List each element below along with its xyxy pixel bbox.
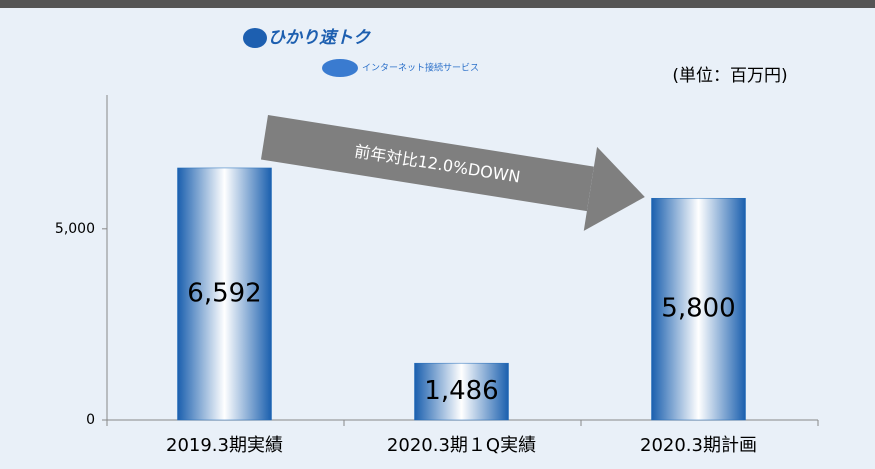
arrow-body [260, 115, 594, 212]
arrow-head [583, 146, 645, 231]
x-tick-label: 2020.3期計画 [640, 435, 757, 456]
logo-subtitle: インターネット接続サービス [362, 62, 479, 74]
value-label: 1,486 [424, 376, 498, 406]
top-bar [0, 0, 875, 8]
logo-globe [243, 28, 267, 48]
bar [414, 362, 509, 421]
y-tick-label: 5,000 [55, 221, 95, 237]
unit-label: (単位：百万円) [672, 66, 787, 86]
x-tick-label: 2019.3期実績 [166, 435, 283, 456]
y-tick-label: 0 [86, 412, 95, 428]
x-tick-label: 2020.3期１Q実績 [387, 435, 536, 456]
logo-title: ひかり速トク [268, 28, 371, 48]
bar [177, 167, 272, 421]
logo-globe-small [322, 59, 358, 77]
value-label: 5,800 [661, 294, 735, 324]
value-label: 6,592 [187, 278, 261, 308]
logo: ひかり速トク インターネット接続サービス [243, 28, 479, 77]
bar [651, 197, 746, 421]
